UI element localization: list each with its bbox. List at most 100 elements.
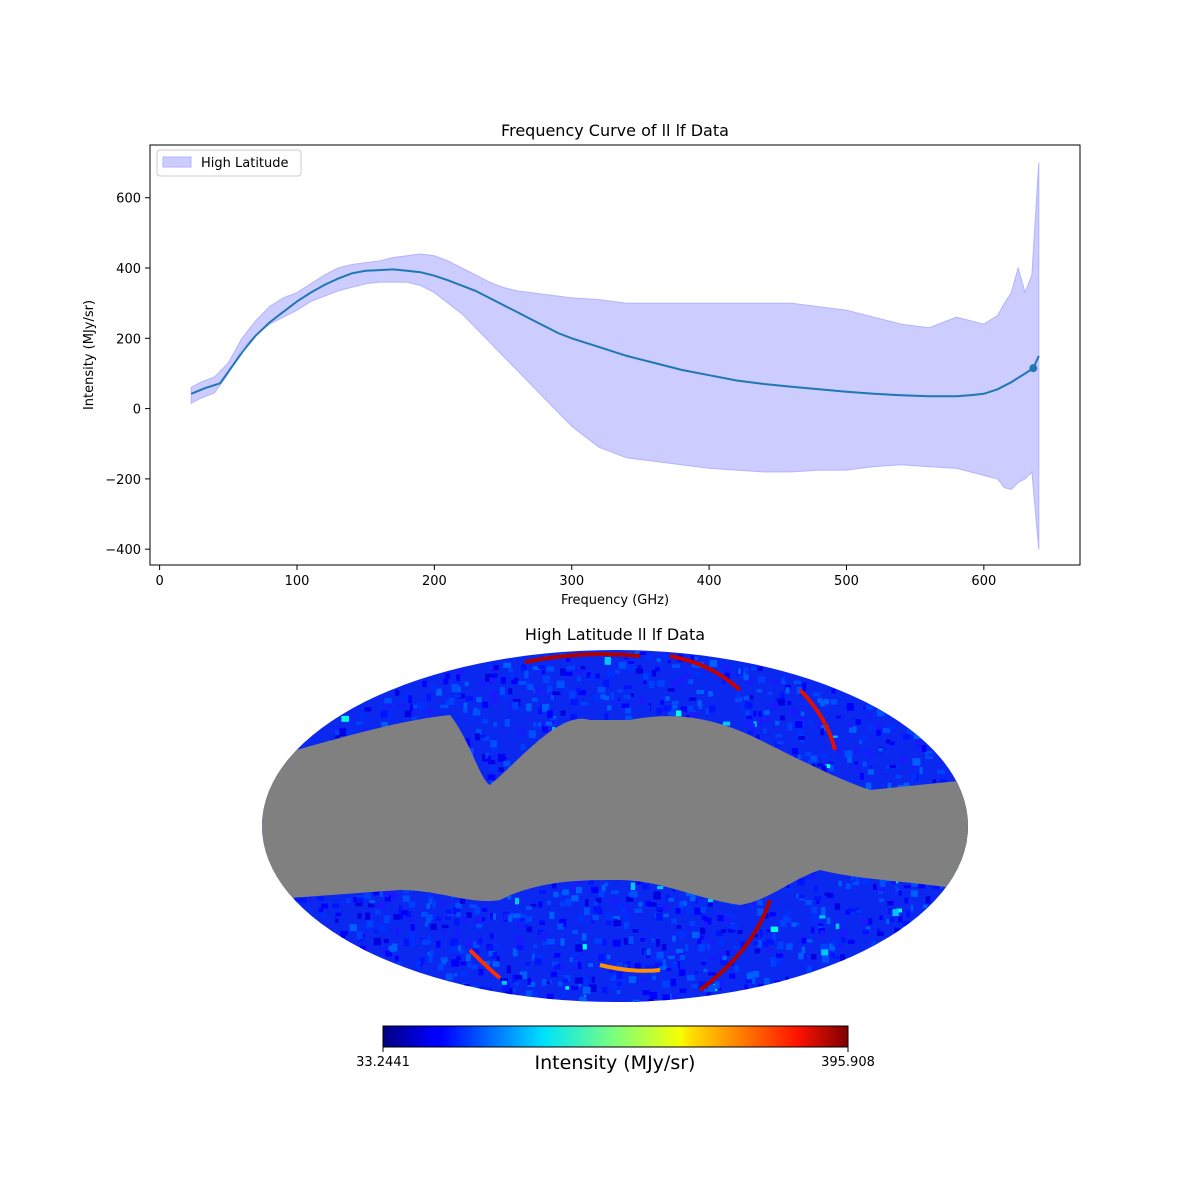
- sky-map-pixel: [615, 670, 620, 674]
- sky-map-pixel: [405, 711, 412, 718]
- sky-map-pixel: [321, 913, 326, 918]
- sky-map-pixel: [657, 658, 661, 662]
- sky-map-pixel: [686, 673, 690, 680]
- sky-map-pixel: [490, 913, 493, 919]
- sky-map-pixel: [490, 740, 497, 747]
- sky-map-pixel: [583, 987, 591, 994]
- sky-map-pixel: [570, 714, 577, 720]
- sky-map-pixel: [583, 977, 588, 985]
- sky-map-pixel: [454, 694, 461, 697]
- sky-map-pixel: [811, 906, 817, 913]
- sky-map-pixel: [818, 915, 825, 918]
- sky-map-pixel: [722, 680, 725, 684]
- sky-map-pixel: [889, 918, 894, 922]
- sky-map-pixel: [449, 698, 455, 705]
- sky-map-pixel: [515, 898, 519, 905]
- sky-map-pixel: [456, 956, 461, 960]
- sky-map-pixel: [802, 683, 806, 691]
- sky-map-pixel: [576, 688, 580, 692]
- sky-map-pixel: [672, 936, 676, 942]
- sky-map-pixel: [436, 689, 442, 696]
- sky-map-pixel: [706, 708, 709, 715]
- y-tick-label: 400: [116, 262, 141, 277]
- sky-map-pixel: [662, 944, 666, 951]
- sky-map-pixel: [503, 663, 511, 668]
- sky-map-pixel: [563, 979, 568, 983]
- sky-map-pixel: [455, 929, 461, 937]
- sky-map-pixel: [521, 664, 526, 671]
- sky-map-pixel: [607, 670, 615, 677]
- sky-map-pixel: [710, 955, 716, 960]
- sky-map-pixel: [592, 915, 598, 920]
- sky-map-pixel: [879, 915, 882, 920]
- sky-map-pixel: [758, 676, 765, 683]
- sky-map-pixel: [787, 701, 791, 705]
- sky-map-pixel: [760, 930, 763, 938]
- sky-map-pixel: [627, 664, 635, 671]
- sky-map-pixel: [482, 702, 488, 708]
- sky-map-pixel: [639, 700, 643, 704]
- sky-map-pixel: [889, 725, 894, 730]
- sky-map-pixel: [770, 912, 776, 916]
- sky-map-pixel: [807, 966, 812, 973]
- sky-map-pixel: [696, 672, 702, 677]
- sky-map-pixel: [581, 666, 586, 669]
- sky-map-pixel: [878, 891, 883, 894]
- sky-map-pixel: [617, 690, 623, 693]
- sky-map-pixel: [540, 932, 546, 938]
- sky-map-pixel: [365, 707, 372, 711]
- sky-map-pixel: [594, 695, 600, 702]
- endpoint-marker: [1029, 364, 1037, 372]
- sky-map-pixel: [676, 949, 683, 954]
- sky-map-pixel: [502, 985, 509, 992]
- sky-map-pixel: [622, 704, 630, 708]
- sky-map-pixel: [703, 900, 707, 905]
- sky-map-pixel: [527, 978, 531, 985]
- sky-map-pixel: [624, 695, 631, 699]
- sky-map-pixel: [679, 931, 686, 936]
- sky-map-pixel: [464, 984, 470, 987]
- sky-map-pixel: [607, 706, 611, 711]
- sky-map-pixel: [927, 907, 934, 915]
- sky-map-pixel: [503, 761, 510, 767]
- sky-map-pixel: [700, 928, 705, 935]
- sky-map-pixel: [788, 919, 792, 923]
- sky-map-pixel: [656, 913, 663, 920]
- sky-map-pixel: [513, 914, 521, 919]
- sky-map-pixel: [558, 982, 563, 987]
- sky-map-pixel: [430, 950, 433, 957]
- sky-map-pixel: [879, 748, 883, 752]
- sky-map-pixel: [671, 919, 677, 924]
- sky-map-pixel: [578, 915, 585, 922]
- sky-map-pixel: [629, 976, 637, 983]
- sky-map-pixel: [825, 893, 831, 896]
- sky-map-pixel: [595, 938, 603, 943]
- sky-map-pixel: [395, 928, 399, 936]
- sky-map-pixel: [691, 984, 698, 988]
- sky-map-pixel: [357, 897, 364, 902]
- sky-map-pixel: [598, 687, 606, 693]
- sky-map-pixel: [624, 686, 632, 690]
- sky-map-pixel: [744, 696, 750, 700]
- map-title: High Latitude ll lf Data: [525, 625, 705, 644]
- sky-map-pixel: [868, 918, 872, 924]
- sky-map-pixel: [710, 660, 718, 667]
- sky-map-pixel: [619, 662, 627, 669]
- sky-map-pixel: [508, 915, 512, 922]
- high-latitude-band: [191, 163, 1039, 550]
- sky-map-pixel: [753, 711, 756, 717]
- sky-map-pixel: [489, 677, 494, 685]
- sky-map-pixel: [439, 915, 443, 918]
- sky-map-pixel: [490, 933, 493, 939]
- sky-map-pixel: [777, 741, 784, 744]
- sky-map-pixel: [356, 721, 363, 725]
- sky-map-pixel: [668, 712, 674, 716]
- sky-map-pixel: [318, 896, 324, 900]
- sky-map-pixel: [649, 927, 652, 931]
- sky-map-pixel: [680, 707, 688, 712]
- sky-map-pixel: [518, 681, 526, 685]
- sky-map-pixel: [899, 929, 904, 933]
- sky-map-pixel: [405, 693, 409, 701]
- sky-map-pixel: [656, 907, 662, 911]
- sky-map-pixel: [771, 927, 778, 932]
